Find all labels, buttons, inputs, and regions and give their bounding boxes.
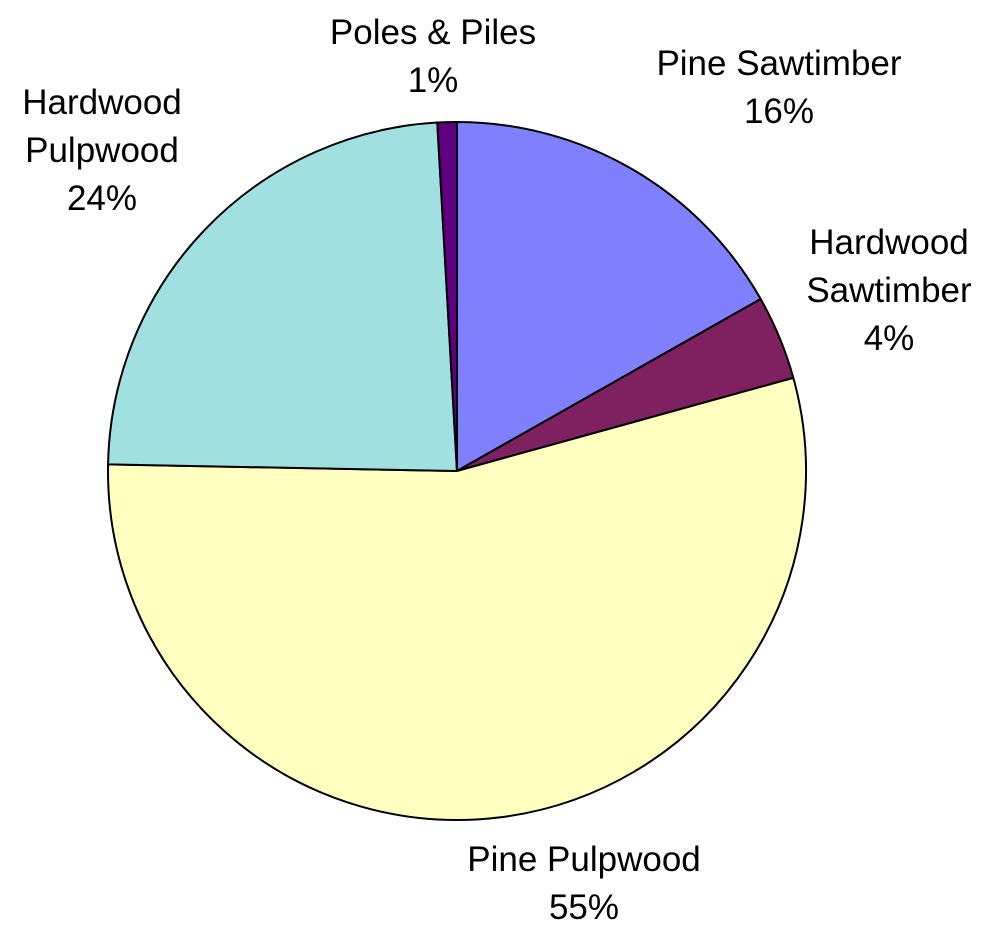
pie-slice-hardwood-pulpwood bbox=[107, 121, 458, 472]
slice-percent-label: 16% bbox=[744, 92, 814, 131]
slice-name-label: Pine Pulpwood bbox=[467, 840, 701, 879]
slice-name-label: Sawtimber bbox=[806, 271, 972, 310]
slices-layer bbox=[107, 121, 807, 821]
slice-name-label: Pulpwood bbox=[25, 131, 179, 170]
slice-label-hardwood-sawtimber: Hardwood Sawtimber 4% bbox=[806, 223, 972, 358]
slice-name-label: Hardwood bbox=[22, 83, 182, 122]
slice-percent-label: 1% bbox=[408, 61, 459, 100]
pie-slice-poles-piles bbox=[436, 121, 458, 472]
slice-label-poles-piles: Poles & Piles 1% bbox=[330, 13, 536, 100]
slice-label-hardwood-pulpwood: Hardwood Pulpwood 24% bbox=[22, 83, 182, 218]
slice-percent-label: 55% bbox=[549, 888, 619, 927]
slice-percent-label: 24% bbox=[67, 179, 137, 218]
slice-name-label: Hardwood bbox=[809, 223, 969, 262]
slice-label-pine-pulpwood: Pine Pulpwood 55% bbox=[467, 840, 701, 927]
pie-slice-pine-sawtimber bbox=[456, 121, 762, 472]
labels-layer: Pine Sawtimber 16% Hardwood Sawtimber 4% Pine… bbox=[22, 13, 972, 927]
slice-name-label: Pine Sawtimber bbox=[656, 44, 901, 83]
slice-label-pine-sawtimber: Pine Sawtimber 16% bbox=[656, 44, 901, 131]
slice-name-label: Poles & Piles bbox=[330, 13, 536, 52]
pie-slice-pine-pulpwood bbox=[107, 376, 807, 821]
slice-percent-label: 4% bbox=[864, 319, 915, 358]
